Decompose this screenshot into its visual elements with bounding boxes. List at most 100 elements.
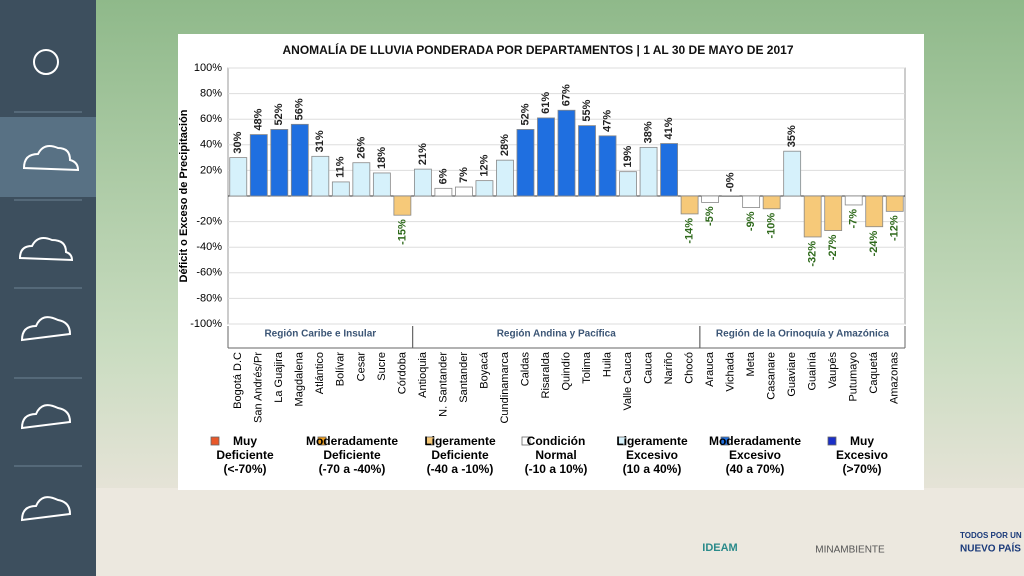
value-label: -14%	[683, 218, 695, 244]
x-tick-label: Huila	[601, 351, 613, 377]
x-tick-label: Valle Cauca	[622, 351, 634, 410]
logo-ideam: IDEAM	[702, 542, 737, 554]
x-tick-label: Risaralda	[540, 351, 552, 398]
footer-band	[0, 488, 1024, 576]
bar	[803, 195, 822, 238]
legend-label: Deficiente	[216, 448, 274, 462]
value-label: 26%	[355, 136, 367, 158]
x-tick-label: Nariño	[663, 352, 675, 384]
legend-swatch	[521, 436, 531, 446]
bar	[393, 195, 412, 216]
sidebar-active	[0, 117, 96, 197]
bar	[496, 159, 514, 197]
x-tick-label: San Andrés/Pr	[253, 352, 265, 423]
value-label: -0%	[725, 172, 737, 192]
legend-label: Moderadamente	[709, 434, 801, 448]
value-label: 67%	[560, 84, 572, 106]
region-label: Región Andina y Pacífica	[497, 329, 617, 340]
legend-swatch	[720, 436, 730, 446]
legend-label: Muy	[233, 434, 257, 448]
bar	[331, 181, 350, 197]
legend-label: Deficiente	[431, 448, 489, 462]
x-tick-label: Caldas	[519, 352, 531, 387]
bar	[824, 195, 843, 231]
y-tick-label: -80%	[196, 292, 222, 304]
value-label: 28%	[499, 134, 511, 156]
x-tick-label: Bogotá D.C	[232, 352, 244, 409]
bar	[742, 195, 761, 208]
legend-swatch	[617, 436, 627, 446]
logo-slogan: NUEVO PAÍS	[960, 542, 1021, 555]
legend-range: (-70 a -40%)	[319, 462, 386, 476]
x-tick-label: Magdalena	[294, 351, 306, 406]
x-tick-label: Meta	[745, 351, 757, 376]
y-tick-label: 60%	[200, 113, 222, 125]
value-label: 48%	[253, 108, 265, 130]
y-tick-label: 100%	[194, 62, 222, 74]
x-tick-label: Casanare	[766, 352, 778, 400]
bar	[311, 155, 330, 197]
x-tick-label: Cauca	[642, 351, 654, 384]
legend-range: (40 a 70%)	[726, 462, 785, 476]
value-label: 56%	[294, 98, 306, 120]
x-tick-label: Bolívar	[335, 352, 347, 387]
bar	[762, 195, 781, 210]
bar	[639, 146, 658, 197]
bar	[475, 180, 494, 197]
x-tick-label: Quindío	[560, 352, 572, 391]
bar	[619, 171, 637, 197]
value-label: -9%	[745, 211, 757, 231]
value-label: 52%	[519, 103, 531, 125]
legend-label: Ligeramente	[424, 434, 496, 448]
legend-swatch	[317, 436, 327, 446]
x-tick-label: N. Santander	[437, 352, 449, 417]
logo-ministry: MINAMBIENTE	[815, 545, 885, 556]
y-tick-label: -20%	[196, 216, 222, 228]
legend-label: Deficiente	[323, 448, 381, 462]
legend-range: (>70%)	[842, 462, 881, 476]
y-tick-label: -100%	[190, 318, 222, 330]
y-axis-title: Déficit o Exceso de Precipitación	[178, 109, 190, 282]
value-label: 18%	[376, 147, 388, 169]
bar	[721, 195, 740, 197]
x-tick-label: Santander	[458, 352, 470, 403]
bar	[537, 117, 555, 197]
value-label: -5%	[704, 206, 716, 226]
weather-icons	[18, 49, 80, 522]
x-tick-label: Atlántico	[314, 352, 326, 394]
x-tick-label: Córdoba	[396, 351, 408, 394]
bar	[434, 187, 453, 197]
legend-swatch	[210, 436, 220, 446]
value-label: -7%	[848, 209, 860, 229]
bar	[844, 195, 863, 206]
bar	[783, 150, 802, 197]
bar	[865, 195, 884, 228]
x-tick-label: Guainía	[807, 351, 819, 390]
x-tick-label: Antioquia	[417, 351, 429, 398]
region-label: Región Caribe e Insular	[264, 329, 376, 340]
legend-label: Excesivo	[729, 448, 781, 462]
bar	[578, 125, 596, 197]
chart-panel	[178, 34, 924, 490]
bar	[229, 157, 248, 197]
x-tick-label: Boyacá	[478, 351, 490, 389]
value-label: -12%	[889, 215, 901, 241]
bar	[413, 168, 432, 197]
legend-swatch	[425, 436, 435, 446]
legend-label: Moderadamente	[306, 434, 398, 448]
x-tick-label: Caquetá	[868, 351, 880, 393]
value-label: -10%	[766, 213, 778, 239]
bar	[516, 129, 535, 197]
bar	[270, 129, 289, 197]
y-tick-label: 80%	[200, 88, 222, 100]
value-label: 31%	[314, 130, 326, 152]
sidebar-dividers	[14, 111, 82, 467]
legend-label: Excesivo	[626, 448, 678, 462]
x-tick-label: Tolima	[581, 351, 593, 384]
value-label: 19%	[622, 145, 634, 167]
value-label: 38%	[642, 121, 654, 143]
legend-range: (<-70%)	[223, 462, 266, 476]
bar	[598, 135, 617, 197]
bar	[290, 123, 309, 197]
